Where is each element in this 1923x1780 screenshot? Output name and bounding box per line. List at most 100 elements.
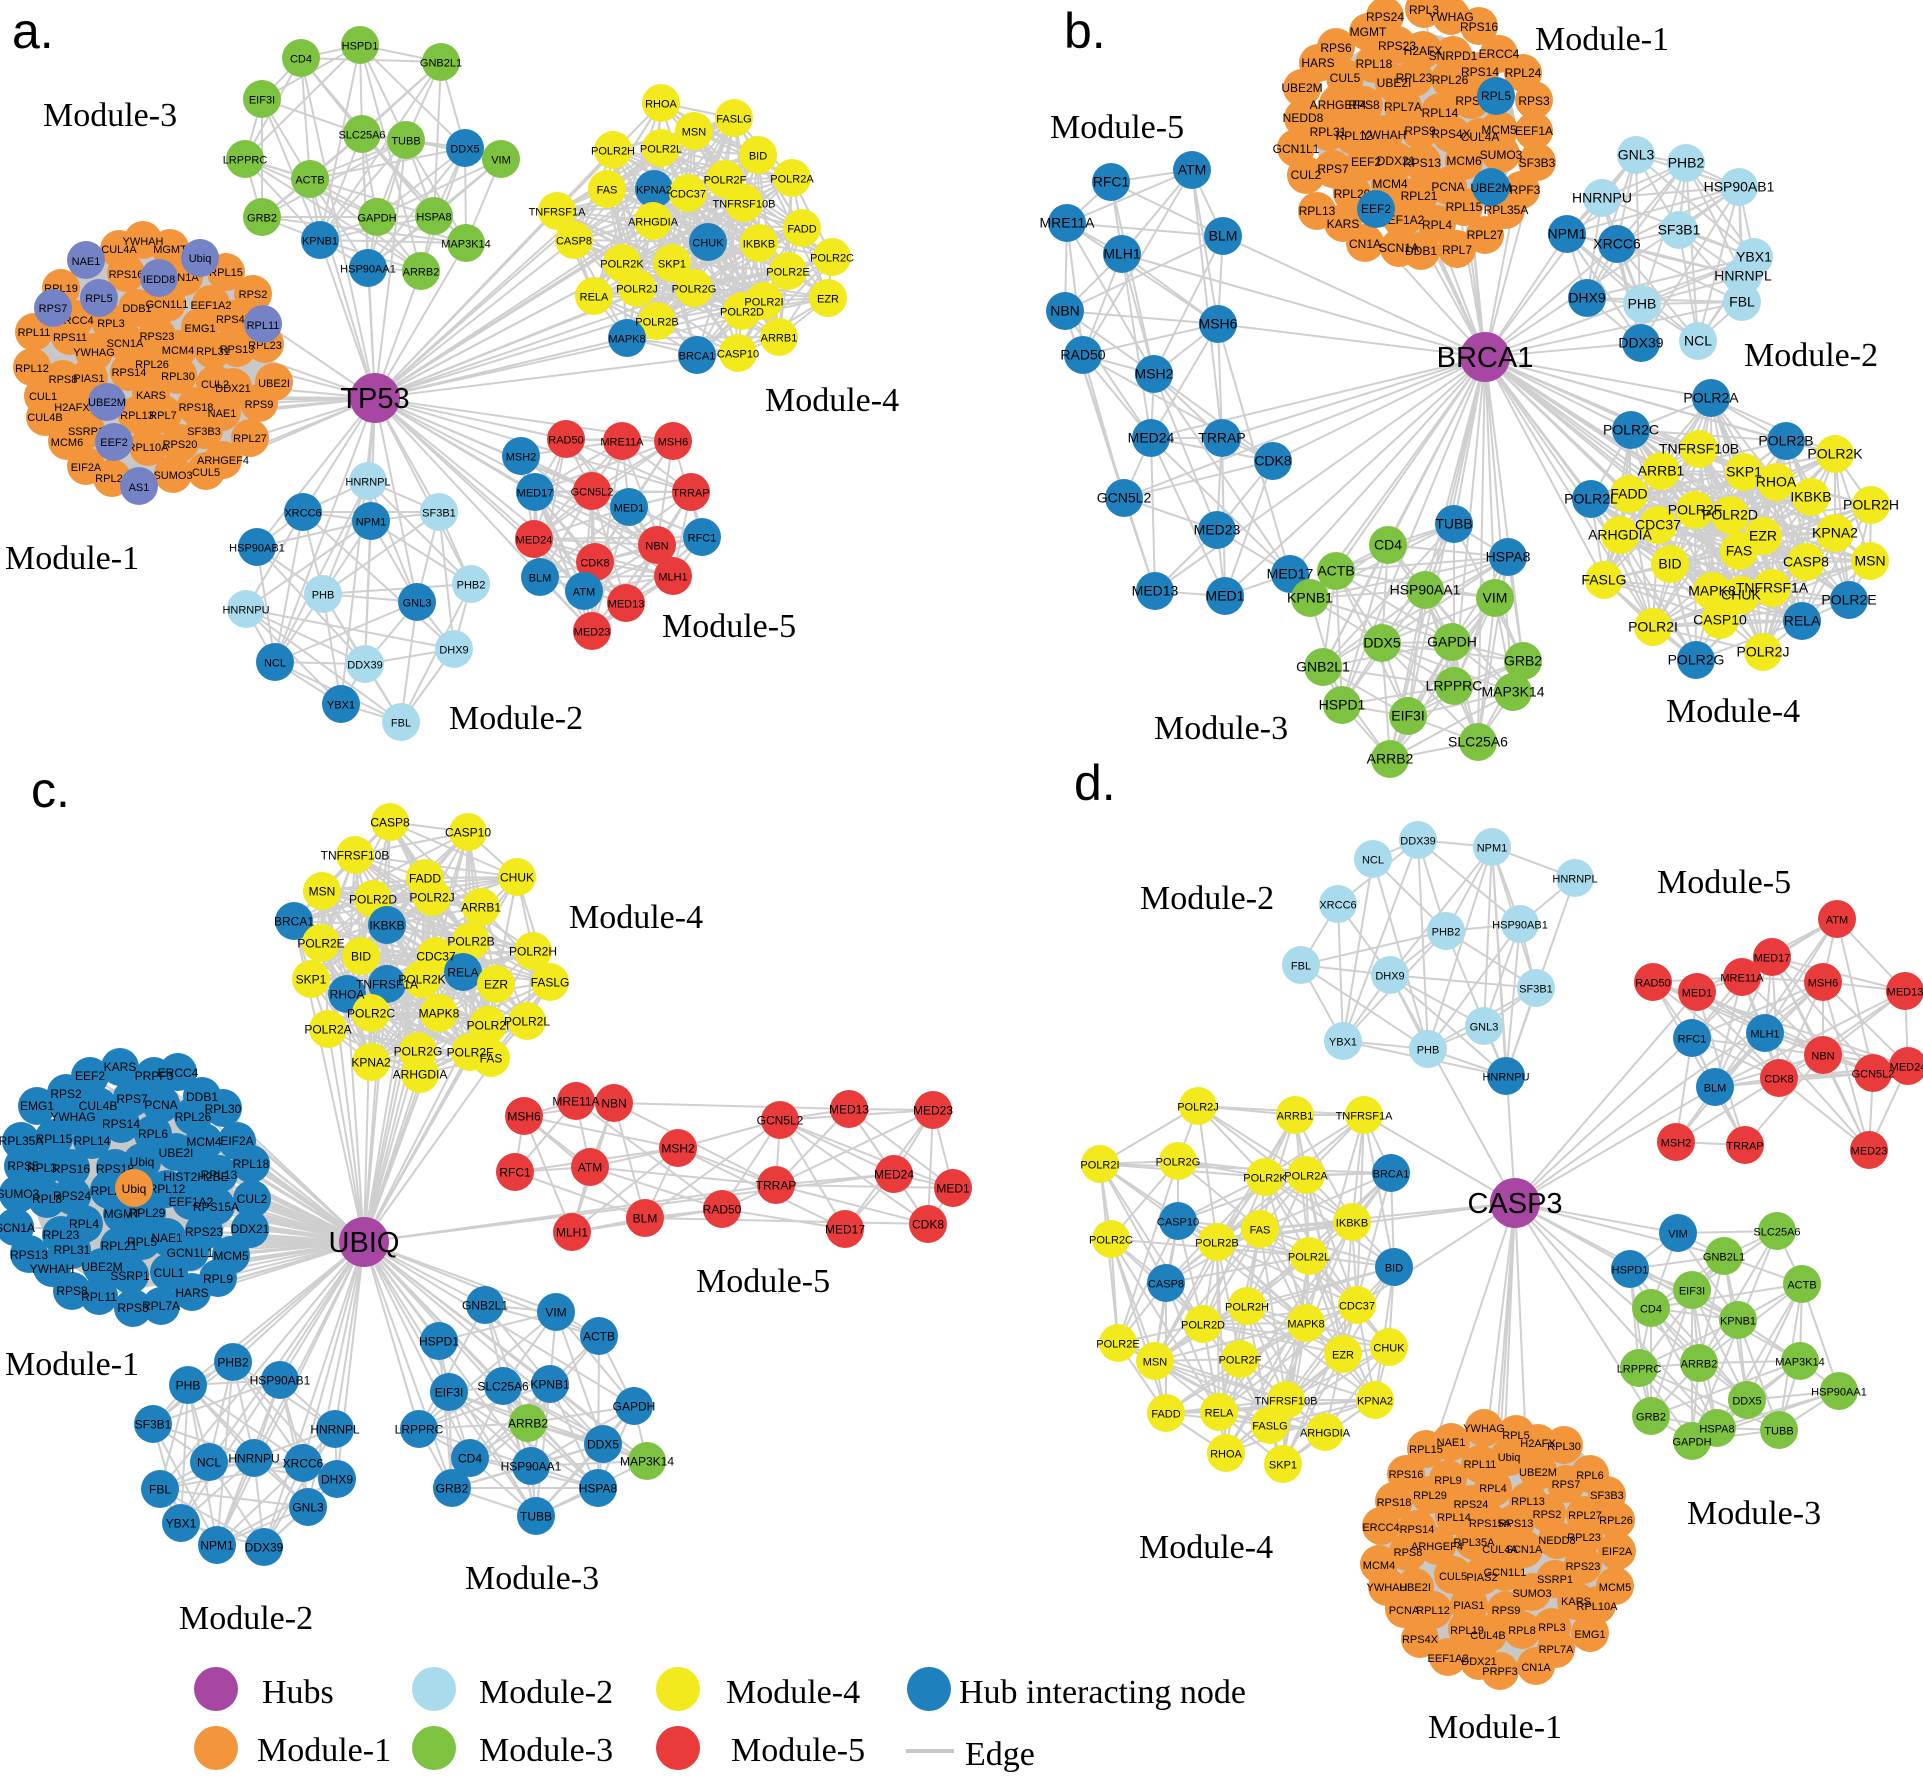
svg-text:SLC25A6: SLC25A6 xyxy=(1448,734,1508,750)
svg-text:GNL3: GNL3 xyxy=(292,1501,324,1515)
svg-text:ATM: ATM xyxy=(1178,162,1207,178)
svg-text:DDB1: DDB1 xyxy=(122,303,151,315)
svg-text:BID: BID xyxy=(351,950,371,964)
svg-text:SF3B1: SF3B1 xyxy=(1658,222,1701,238)
svg-text:RPL35A: RPL35A xyxy=(0,1134,43,1148)
svg-text:EEF2: EEF2 xyxy=(1361,202,1391,216)
svg-text:DDX21: DDX21 xyxy=(215,383,250,395)
svg-text:RAD50: RAD50 xyxy=(1635,978,1670,990)
svg-text:UBE2I: UBE2I xyxy=(1377,76,1412,90)
svg-text:NBN: NBN xyxy=(1050,303,1080,319)
svg-text:PHB: PHB xyxy=(312,590,335,602)
svg-text:POLR2A: POLR2A xyxy=(1284,1171,1328,1183)
svg-text:RPS8: RPS8 xyxy=(49,374,78,386)
svg-text:DDB1: DDB1 xyxy=(1405,244,1437,258)
svg-text:POLR2L: POLR2L xyxy=(1564,491,1618,507)
svg-text:Module-3: Module-3 xyxy=(43,97,177,134)
svg-text:UBE2M: UBE2M xyxy=(1470,181,1511,195)
svg-text:HNRNPU: HNRNPU xyxy=(1482,1072,1529,1084)
svg-text:DHX9: DHX9 xyxy=(1568,290,1606,306)
svg-text:ACTB: ACTB xyxy=(583,1330,615,1344)
svg-text:GRB2: GRB2 xyxy=(436,1482,469,1496)
svg-text:RPL7: RPL7 xyxy=(149,410,177,422)
svg-text:CD4: CD4 xyxy=(290,54,312,66)
svg-text:GCN1L1: GCN1L1 xyxy=(146,299,189,311)
svg-text:HIST2H2BE: HIST2H2BE xyxy=(163,1170,228,1184)
svg-text:TNFRSF1A: TNFRSF1A xyxy=(1336,1111,1394,1123)
svg-text:POLR2B: POLR2B xyxy=(447,935,494,949)
svg-text:FASLG: FASLG xyxy=(716,114,751,126)
svg-text:XRCC6: XRCC6 xyxy=(1593,236,1641,252)
svg-text:CUL2: CUL2 xyxy=(201,379,229,391)
svg-text:RFC1: RFC1 xyxy=(1678,1034,1707,1046)
svg-text:MED23: MED23 xyxy=(574,627,611,639)
svg-text:DHX9: DHX9 xyxy=(1375,971,1404,983)
svg-text:GNL3: GNL3 xyxy=(1618,147,1655,163)
svg-text:EMG1: EMG1 xyxy=(184,323,215,335)
svg-text:FAS: FAS xyxy=(480,1052,503,1066)
svg-text:RPS8: RPS8 xyxy=(56,1284,88,1298)
svg-text:MCM6: MCM6 xyxy=(51,437,83,449)
svg-text:POLR2D: POLR2D xyxy=(720,307,764,319)
svg-text:PHB: PHB xyxy=(176,1379,201,1393)
svg-text:RPS2: RPS2 xyxy=(1533,1509,1562,1521)
svg-text:RPL15: RPL15 xyxy=(36,1132,73,1146)
svg-text:RHOA: RHOA xyxy=(645,99,677,111)
svg-text:GAPDH: GAPDH xyxy=(1672,1437,1711,1449)
svg-text:CDK8: CDK8 xyxy=(1254,453,1292,469)
svg-text:HNRNPL: HNRNPL xyxy=(1714,268,1772,284)
svg-text:RPL9: RPL9 xyxy=(203,1272,233,1286)
svg-text:DDX39: DDX39 xyxy=(1618,335,1663,351)
svg-text:Module-4: Module-4 xyxy=(569,899,703,936)
svg-text:YWHAH: YWHAH xyxy=(1362,128,1407,142)
svg-text:ACTB: ACTB xyxy=(295,175,324,187)
svg-text:MED1: MED1 xyxy=(1682,988,1713,1000)
svg-text:RPL23: RPL23 xyxy=(1567,1532,1601,1544)
svg-text:MED1: MED1 xyxy=(1206,588,1245,604)
svg-text:Module-5: Module-5 xyxy=(696,1263,830,1300)
svg-text:YWHAH: YWHAH xyxy=(1367,1582,1408,1594)
svg-text:SSRP1: SSRP1 xyxy=(1537,1574,1573,1586)
svg-text:RPL23: RPL23 xyxy=(1396,71,1433,85)
svg-text:RPL24: RPL24 xyxy=(95,473,129,485)
svg-text:TRRAP: TRRAP xyxy=(1726,1141,1763,1153)
svg-text:RPL26: RPL26 xyxy=(175,1110,212,1124)
svg-text:Module-1: Module-1 xyxy=(257,1732,391,1769)
svg-text:POLR2I: POLR2I xyxy=(744,297,783,309)
svg-text:POLR2K: POLR2K xyxy=(600,259,644,271)
svg-text:HSP90AB1: HSP90AB1 xyxy=(250,1374,311,1388)
svg-text:SLC25A6: SLC25A6 xyxy=(1753,1227,1800,1239)
svg-text:POLR2G: POLR2G xyxy=(1668,652,1725,668)
svg-text:HNRNPU: HNRNPU xyxy=(1572,190,1632,206)
svg-text:RPL5: RPL5 xyxy=(1502,1430,1530,1442)
svg-text:IKBKB: IKBKB xyxy=(1336,1218,1368,1230)
svg-text:Module-5: Module-5 xyxy=(662,608,796,645)
svg-text:ARRB1: ARRB1 xyxy=(1638,463,1685,479)
svg-text:FADD: FADD xyxy=(787,224,816,236)
svg-text:PHB2: PHB2 xyxy=(1668,155,1705,171)
svg-text:POLR2J: POLR2J xyxy=(616,284,658,296)
svg-text:HNRNPL: HNRNPL xyxy=(345,477,390,489)
svg-text:DDX5: DDX5 xyxy=(1732,1396,1761,1408)
svg-text:CASP10: CASP10 xyxy=(1157,1217,1199,1229)
svg-text:NBN: NBN xyxy=(601,1097,626,1111)
svg-text:RPL26: RPL26 xyxy=(1432,73,1469,87)
svg-text:DDX5: DDX5 xyxy=(587,1438,619,1452)
svg-text:DDX21: DDX21 xyxy=(1461,1656,1496,1668)
svg-text:RPL27: RPL27 xyxy=(1467,228,1504,242)
svg-text:POLR2D: POLR2D xyxy=(1181,1320,1225,1332)
svg-text:CHUK: CHUK xyxy=(1373,1343,1405,1355)
svg-text:HSPA8: HSPA8 xyxy=(416,212,451,224)
svg-text:RAD50: RAD50 xyxy=(1060,347,1105,363)
svg-text:BLM: BLM xyxy=(1704,1083,1727,1095)
svg-text:MSN: MSN xyxy=(309,885,336,899)
svg-text:RPS24: RPS24 xyxy=(1454,1499,1489,1511)
svg-text:RPL12: RPL12 xyxy=(15,363,49,375)
svg-text:MSH6: MSH6 xyxy=(658,437,689,449)
svg-text:d.: d. xyxy=(1074,755,1116,811)
svg-text:POLR2E: POLR2E xyxy=(297,937,344,951)
svg-text:Module-2: Module-2 xyxy=(449,700,583,737)
svg-text:CUL5: CUL5 xyxy=(1330,71,1361,85)
svg-text:BRCA1: BRCA1 xyxy=(679,351,716,363)
svg-text:YWHAH: YWHAH xyxy=(30,1262,75,1276)
